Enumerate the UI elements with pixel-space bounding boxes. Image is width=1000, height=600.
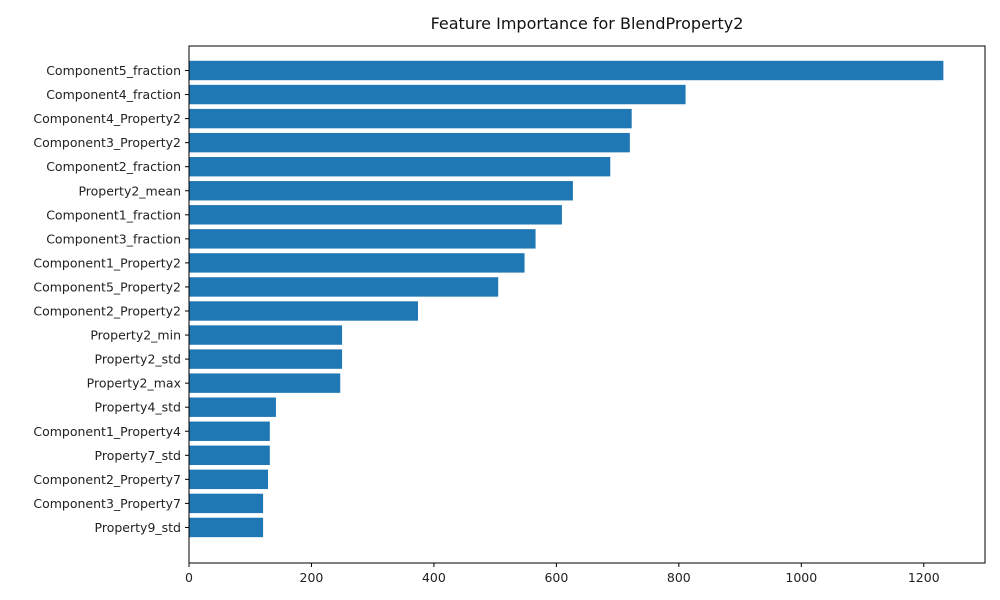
y-tick-label: Component2_Property7	[33, 472, 181, 487]
x-tick-label: 0	[185, 570, 193, 585]
bar-component2-property2	[189, 301, 419, 321]
bar-property2-mean	[189, 181, 573, 201]
x-tick-label: 400	[422, 570, 446, 585]
y-tick-label: Component1_Property4	[33, 424, 181, 439]
x-tick-label: 200	[300, 570, 324, 585]
y-tick-label: Component5_fraction	[46, 63, 181, 78]
y-tick-label: Property9_std	[95, 520, 181, 535]
bars-group	[189, 60, 944, 538]
x-tick-label: 1200	[908, 570, 940, 585]
bar-component2-fraction	[189, 157, 611, 177]
bar-property7-std	[189, 445, 270, 465]
y-tick-label: Property2_mean	[78, 183, 181, 198]
y-tick-label: Component3_Property7	[33, 496, 181, 511]
bar-component5-property2	[189, 277, 499, 297]
bar-component3-fraction	[189, 229, 536, 249]
bar-component1-property2	[189, 253, 525, 273]
bar-property2-std	[189, 349, 343, 369]
y-tick-label: Component1_Property2	[33, 255, 181, 270]
y-tick-label: Property2_std	[95, 352, 181, 367]
y-tick-label: Property4_std	[95, 400, 181, 415]
x-tick-label: 1000	[785, 570, 817, 585]
bar-component2-property7	[189, 469, 268, 490]
bar-component3-property2	[189, 132, 630, 153]
bar-component1-property4	[189, 421, 270, 441]
y-tick-labels: Component5_fraction Component4_fraction Co…	[33, 63, 189, 535]
bar-property2-min	[189, 325, 343, 345]
bar-property2-max	[189, 373, 341, 393]
plot-frame	[188, 45, 986, 564]
x-tick-label: 800	[667, 570, 691, 585]
bar-component4-property2	[189, 108, 632, 129]
bar-component5-fraction	[189, 60, 944, 81]
y-tick-label: Component3_Property2	[33, 135, 181, 150]
y-tick-label: Property2_min	[90, 328, 181, 343]
x-tick-label: 600	[544, 570, 568, 585]
bar-component4-fraction	[189, 84, 686, 105]
bar-property9-std	[189, 517, 264, 538]
y-tick-label: Component2_Property2	[33, 304, 181, 319]
bar-property4-std	[189, 397, 276, 417]
bar-component1-fraction	[189, 205, 562, 225]
y-tick-label: Property7_std	[95, 448, 181, 463]
chart-title: Feature Importance for BlendProperty2	[431, 14, 744, 33]
y-tick-label: Component4_Property2	[33, 111, 181, 126]
y-tick-label: Component2_fraction	[46, 159, 181, 174]
x-axis: 0 200 400 600 800 1000 1200	[185, 563, 940, 585]
y-tick-label: Property2_max	[87, 376, 181, 391]
bar-component3-property7	[189, 493, 264, 514]
y-tick-label: Component3_fraction	[46, 231, 181, 246]
y-tick-label: Component4_fraction	[46, 87, 181, 102]
y-tick-label: Component1_fraction	[46, 207, 181, 222]
y-tick-label: Component5_Property2	[33, 279, 181, 294]
